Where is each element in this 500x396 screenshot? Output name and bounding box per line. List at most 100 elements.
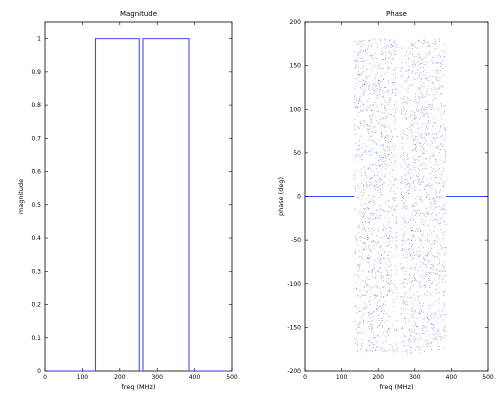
phase-point [377, 71, 378, 73]
phase-point [435, 89, 437, 91]
phase-point [442, 247, 444, 249]
phase-point [355, 188, 356, 190]
phase-point [409, 350, 411, 352]
phase-point [356, 274, 358, 276]
phase-point [354, 274, 356, 276]
phase-point [368, 328, 370, 330]
phase-point [388, 275, 390, 276]
phase-point [358, 154, 360, 156]
phase-point [436, 80, 438, 82]
phase-point [377, 64, 379, 66]
phase-point [383, 230, 385, 232]
phase-point [373, 202, 374, 204]
phase-point [408, 75, 410, 77]
phase-point [375, 151, 377, 153]
phase-point [356, 295, 358, 297]
phase-point [439, 275, 441, 276]
phase-point [381, 159, 383, 161]
phase-point [370, 110, 372, 112]
phase-point [368, 98, 370, 99]
phase-point [404, 221, 406, 223]
phase-point [414, 332, 416, 334]
phase-point [367, 284, 369, 286]
phase-point [418, 99, 420, 101]
phase-point [400, 308, 402, 310]
phase-point [409, 297, 411, 299]
phase-point [382, 67, 384, 69]
phase-point [394, 82, 396, 84]
phase-point [428, 193, 429, 195]
phase-point [403, 286, 405, 288]
phase-point [388, 158, 390, 160]
phase-point [355, 342, 357, 344]
phase-point [359, 310, 361, 312]
phase-point [364, 208, 366, 210]
phase-point [408, 320, 410, 322]
phase-point [403, 309, 405, 311]
phase-point [413, 156, 415, 158]
phase-point [433, 208, 435, 210]
phase-point [387, 155, 389, 157]
phase-point [384, 124, 386, 126]
phase-point [433, 333, 435, 335]
phase-point [384, 175, 386, 177]
phase-point [381, 184, 383, 186]
phase-point [395, 92, 396, 94]
phase-point [362, 189, 364, 190]
phase-point [374, 337, 375, 339]
phase-point [429, 272, 431, 274]
phase-point [430, 323, 432, 325]
phase-point [365, 280, 367, 282]
phase-point [384, 126, 385, 128]
phase-point [435, 284, 437, 286]
phase-point [404, 55, 406, 57]
phase-point [416, 145, 418, 147]
phase-point [392, 205, 394, 207]
phase-point [438, 168, 440, 170]
phase-point [360, 74, 362, 76]
phase-point [354, 41, 356, 43]
phase-point [417, 110, 419, 112]
phase-point [363, 83, 365, 85]
phase-point [367, 83, 369, 85]
phase-point [378, 287, 380, 289]
phase-point [423, 148, 425, 150]
y-tick-label: 50 [293, 150, 301, 157]
phase-point [385, 51, 386, 53]
phase-point [383, 317, 385, 319]
phase-point [359, 333, 361, 335]
phase-point [405, 178, 406, 180]
phase-point [404, 109, 406, 111]
phase-point [362, 194, 363, 196]
phase-point [421, 177, 423, 179]
phase-point [390, 44, 392, 45]
phase-point [436, 181, 438, 183]
phase-point [363, 92, 364, 94]
phase-point [386, 331, 387, 332]
phase-point [383, 182, 385, 184]
phase-point [359, 172, 361, 174]
phase-point [384, 58, 386, 60]
phase-point [389, 57, 391, 58]
phase-point [357, 324, 359, 326]
phase-point [395, 193, 397, 195]
phase-point [396, 288, 398, 290]
phase-point [433, 200, 435, 202]
phase-point [414, 190, 415, 192]
phase-point [379, 164, 381, 166]
phase-point [410, 280, 412, 282]
phase-point [401, 228, 403, 230]
phase-point [421, 164, 423, 166]
phase-point [428, 240, 430, 242]
phase-point [401, 312, 403, 314]
phase-point [408, 221, 409, 223]
phase-point [433, 179, 435, 181]
phase-point [427, 116, 429, 118]
phase-point [380, 119, 382, 121]
phase-point [396, 350, 398, 352]
phase-point [427, 128, 429, 130]
phase-point [417, 168, 419, 170]
phase-point [418, 74, 420, 76]
phase-point [434, 312, 436, 314]
phase-point [416, 61, 418, 63]
